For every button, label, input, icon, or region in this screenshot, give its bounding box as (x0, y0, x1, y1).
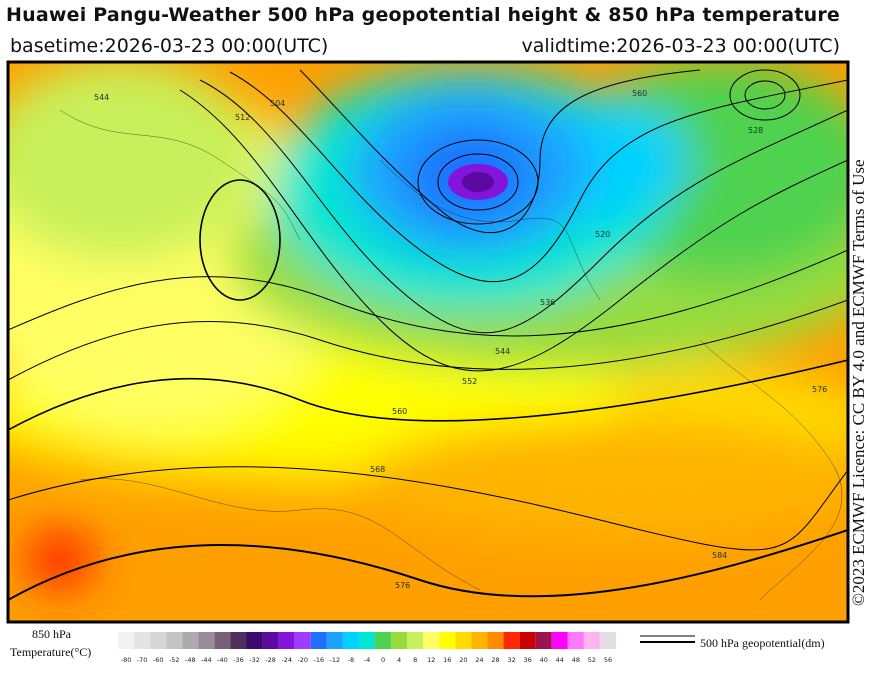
colorbar-box (150, 632, 167, 649)
colorbar-box (423, 632, 440, 649)
contour-legend-label: 500 hPa geopotential(dm) (700, 636, 825, 650)
colorbar-tick-label: -70 (137, 656, 148, 664)
contours (8, 69, 848, 601)
colorbar-box (455, 632, 472, 649)
contour-label: 584 (712, 551, 727, 560)
colorbar-tick-label: 28 (491, 656, 499, 664)
colorbar-tick-label: 16 (443, 656, 451, 664)
colorbar-box (519, 632, 536, 649)
contour-label: 576 (812, 385, 827, 394)
colorbar-box (503, 632, 520, 649)
contour-label: 568 (370, 465, 385, 474)
map-frame (6, 60, 850, 624)
colorbar-box (487, 632, 504, 649)
colorbar-tick-label: -8 (348, 656, 354, 664)
colorbar-tick-label: -32 (249, 656, 260, 664)
license: ©2023 ECMWF Licence: CC BY 4.0 and ECMWF… (849, 159, 868, 606)
colorbar-tick-label: -60 (153, 656, 164, 664)
contour-label: 552 (462, 377, 477, 386)
colorbar-box (134, 632, 151, 649)
colorbar-box (342, 632, 359, 649)
colorbar-box (294, 632, 311, 649)
colorbar-tick-label: 52 (588, 656, 596, 664)
colorbar-box (326, 632, 343, 649)
colorbar-box (375, 632, 392, 649)
colorbar-tick-label: -16 (313, 656, 324, 664)
colorbar-box (166, 632, 183, 649)
contour-label: 544 (495, 347, 510, 356)
colorbar-tick-label: 44 (556, 656, 564, 664)
colorbar-box (358, 632, 376, 649)
colorbar-tick-label: 12 (427, 656, 435, 664)
colorbar-tick-label: 36 (524, 656, 532, 664)
colorbar-box (246, 632, 263, 649)
basetime: basetime:2026-03-23 00:00(UTC) (10, 35, 329, 57)
colorbar-tick-label: 40 (540, 656, 548, 664)
contour-label: 576 (395, 581, 410, 590)
title: Huawei Pangu-Weather 500 hPa geopotentia… (6, 4, 840, 26)
colorbar-tick-label: -44 (201, 656, 212, 664)
colorbar-box (535, 632, 552, 649)
colorbar-box (439, 632, 456, 649)
contour-label: 536 (540, 298, 555, 307)
colorbar-tick-label: -36 (233, 656, 244, 664)
colorbar-box (471, 632, 488, 649)
contour-label: 528 (748, 126, 763, 135)
colorbar-tick-label: -12 (330, 656, 341, 664)
colorbar-box (262, 632, 279, 649)
colorbar-tick-label: -20 (297, 656, 308, 664)
colorbar-box (599, 632, 616, 649)
colorbar-box (407, 632, 424, 649)
coastlines (59, 109, 843, 601)
colorbar-box (214, 632, 231, 649)
colorbar-tick-label: 20 (459, 656, 467, 664)
colorbar-tick-label: 48 (572, 656, 580, 664)
contour-label: 504 (270, 99, 285, 108)
colorbar-tick-label: -4 (364, 656, 370, 664)
validtime: validtime:2026-03-23 00:00(UTC) (521, 35, 840, 57)
colorbar-tick-label: -52 (169, 656, 180, 664)
colorbar-tick-label: 0 (381, 656, 385, 664)
colorbar-tick-label: -28 (265, 656, 276, 664)
colorbar-box (567, 632, 584, 649)
contour-labels: 560 568 576 552 544 536 504 512 520 528 … (94, 89, 827, 590)
colorbar-box (391, 632, 408, 649)
colorbar-box (583, 632, 600, 649)
colorbar-box (182, 632, 199, 649)
colorbar-tick-label: 4 (397, 656, 401, 664)
contour-label: 560 (392, 407, 407, 416)
contour-label: 520 (595, 230, 610, 239)
contour-label: 512 (235, 113, 250, 122)
colorbar-tick-label: -40 (217, 656, 228, 664)
contour-label: 560 (632, 89, 647, 98)
contour-label: 544 (94, 93, 109, 102)
colorbar-box (230, 632, 247, 649)
colorbar: -80 -70 -60 -52 -48 -44 -40 -36 -32 -28 -24 -20 -16-… (118, 632, 616, 664)
colorbar-tick-label: 56 (604, 656, 612, 664)
legend-label: 850 hPa (32, 627, 71, 641)
colorbar-box (118, 632, 135, 649)
colorbar-tick-label: -24 (281, 656, 292, 664)
colorbar-box (310, 632, 327, 649)
colorbar-box (278, 632, 295, 649)
colorbar-box (551, 632, 568, 649)
colorbar-tick-label: 32 (507, 656, 515, 664)
colorbar-tick-label: 8 (413, 656, 417, 664)
colorbar-tick-label: 24 (475, 656, 483, 664)
legend-label: Temperature(°C) (10, 645, 92, 659)
temperature-field (8, 62, 848, 622)
colorbar-tick-label: -80 (121, 656, 132, 664)
colorbar-box (198, 632, 215, 649)
colorbar-tick-label: -48 (185, 656, 196, 664)
